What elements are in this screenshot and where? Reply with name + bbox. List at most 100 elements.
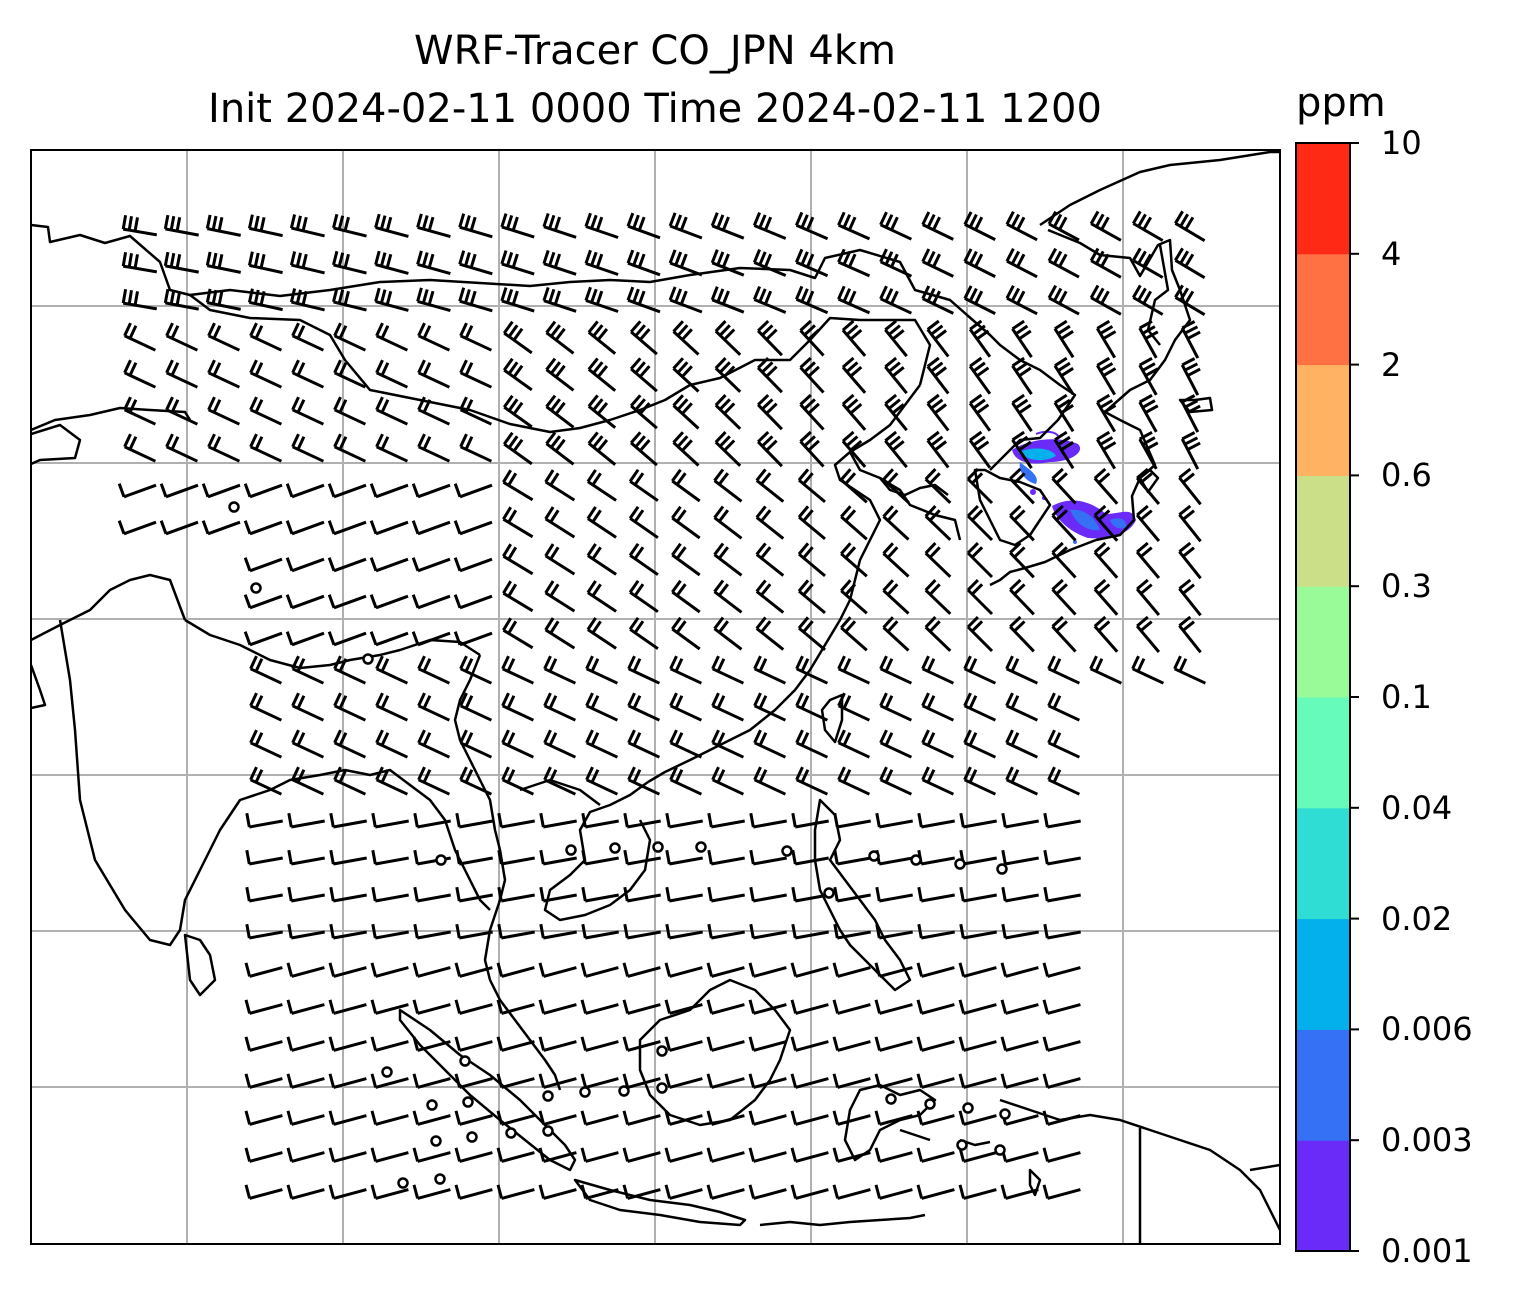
wind-barb	[581, 849, 619, 866]
wind-barb	[411, 557, 451, 573]
wind-barb	[711, 655, 745, 685]
calm-wind-circle	[565, 844, 577, 856]
wind-barb	[1053, 393, 1075, 433]
wind-barb	[586, 617, 617, 650]
wind-barb	[1047, 655, 1081, 685]
wind-barb	[121, 252, 158, 274]
wind-barb	[581, 923, 619, 940]
wind-barb	[454, 1110, 493, 1126]
wind-barb	[706, 999, 745, 1015]
calm-wind-circle	[618, 1085, 630, 1097]
wind-barb	[1174, 284, 1206, 316]
wind-barb	[417, 729, 451, 759]
colorbar-tick-label: 10	[1381, 124, 1422, 162]
wind-barb	[458, 287, 493, 313]
wind-barb	[249, 322, 283, 352]
wind-barb	[201, 483, 241, 499]
wind-barb	[714, 431, 742, 467]
wind-barb	[502, 506, 534, 539]
wind-barb	[791, 812, 829, 829]
wind-barb	[500, 250, 535, 276]
wind-barb	[749, 812, 787, 829]
wind-barb	[958, 999, 997, 1015]
wind-barb	[289, 251, 325, 275]
wind-barb	[412, 999, 451, 1015]
calm-wind-circle	[999, 1108, 1011, 1120]
wind-barb	[1009, 467, 1035, 505]
wind-barb	[799, 430, 825, 468]
wind-barb	[453, 594, 493, 610]
wind-barb	[287, 812, 325, 829]
wind-barb	[205, 251, 241, 274]
wind-barb	[1042, 1147, 1081, 1163]
wind-barb	[412, 1147, 451, 1163]
calm-wind-circle	[430, 1135, 442, 1147]
wind-barb	[417, 692, 451, 722]
wind-barb	[285, 483, 325, 499]
wind-barb	[1005, 729, 1039, 759]
wind-barb	[959, 812, 997, 829]
wind-barb	[1042, 1036, 1081, 1052]
wind-barb	[795, 655, 829, 685]
wind-barb	[207, 433, 241, 463]
wind-barb	[795, 729, 829, 759]
wind-barb	[832, 1073, 871, 1089]
wind-barb	[1131, 655, 1165, 685]
wind-barb	[285, 557, 325, 573]
wind-barb	[748, 999, 787, 1015]
wind-barb	[963, 285, 996, 315]
wind-barb	[832, 1110, 871, 1126]
wind-barb	[413, 886, 451, 903]
wind-barb	[790, 1073, 829, 1089]
wind-barb	[580, 999, 619, 1015]
wind-barb	[1000, 1147, 1039, 1163]
wind-barb	[1180, 394, 1201, 433]
wind-barb	[879, 692, 913, 722]
wind-barb	[627, 655, 661, 685]
wind-barb	[244, 1110, 283, 1126]
wind-barb	[1047, 284, 1080, 316]
wind-barb	[502, 394, 533, 429]
wind-barb	[333, 729, 367, 759]
wind-barb	[243, 594, 283, 610]
wind-barb	[545, 431, 575, 466]
wind-barb	[1005, 248, 1038, 279]
wind-barb	[585, 766, 619, 796]
wind-barb	[412, 962, 451, 978]
wind-barb	[837, 211, 871, 241]
wind-barb	[417, 396, 451, 426]
wind-barb	[123, 433, 157, 463]
wind-barb	[328, 1110, 367, 1126]
wind-barb	[671, 616, 701, 651]
wind-barb	[285, 631, 325, 647]
calm-wind-circle	[426, 1099, 438, 1111]
wind-barb	[714, 357, 742, 393]
wind-barb	[1011, 319, 1033, 358]
wind-barb	[416, 213, 451, 239]
wind-barb	[623, 812, 661, 829]
wind-barb	[585, 655, 619, 685]
wind-barb	[714, 394, 742, 430]
wind-barb	[1011, 430, 1033, 469]
wind-barb	[622, 962, 661, 978]
calm-wind-circle	[459, 1055, 471, 1067]
wind-barb	[874, 1036, 913, 1052]
wind-barb	[627, 766, 661, 796]
wind-barb	[752, 212, 787, 240]
wind-barb	[963, 729, 997, 759]
wind-barb	[496, 1073, 535, 1089]
wind-barb	[333, 433, 367, 463]
colorbar-tick-label: 2	[1381, 345, 1402, 384]
wind-barb	[1047, 247, 1080, 279]
wind-barb	[1005, 285, 1038, 316]
wind-barb	[286, 1147, 325, 1163]
wind-barb	[1011, 356, 1033, 395]
wind-barb	[837, 248, 871, 278]
wind-barb	[916, 1147, 955, 1163]
wind-barb	[790, 999, 829, 1015]
wind-barb	[1180, 320, 1201, 359]
wind-barb	[710, 249, 745, 277]
wind-barb	[586, 506, 617, 539]
wind-barb	[921, 766, 955, 796]
wind-barb	[623, 923, 661, 940]
